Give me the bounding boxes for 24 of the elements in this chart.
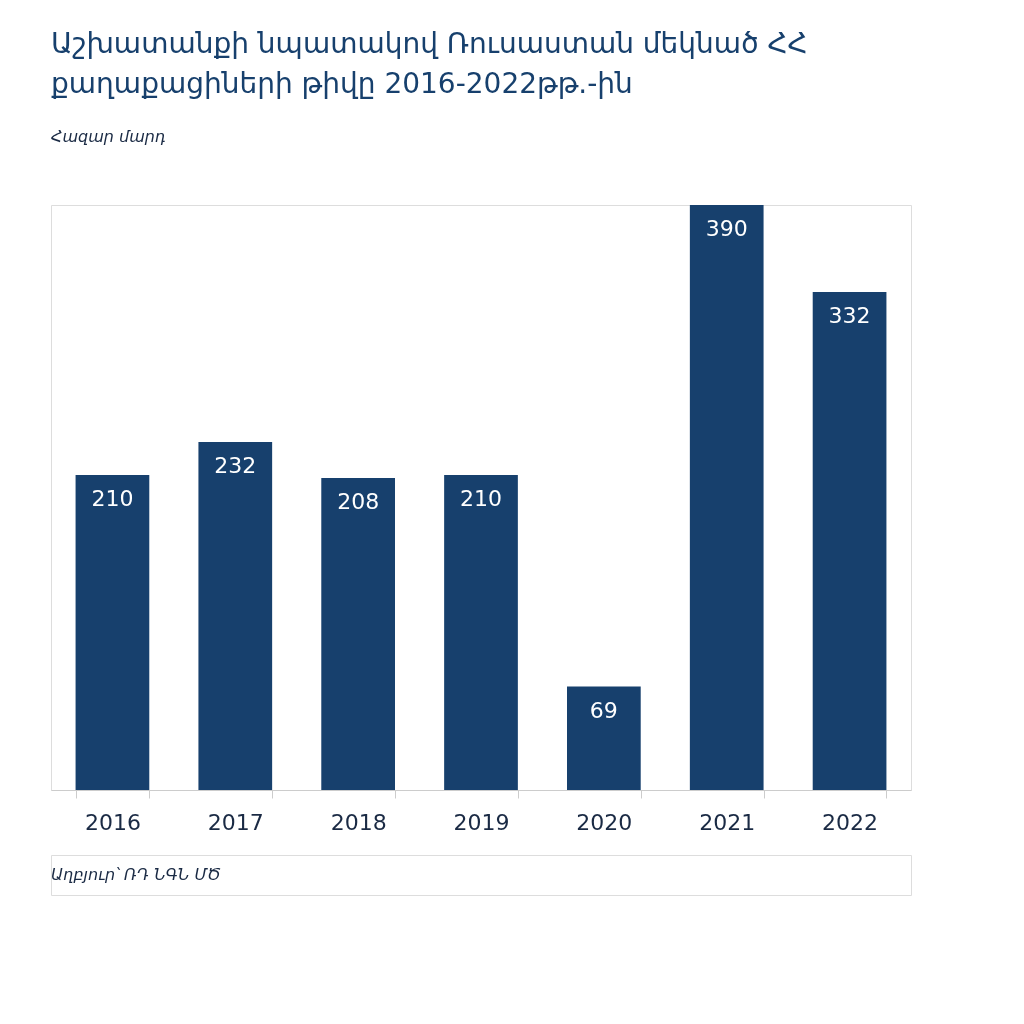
bar [198, 442, 273, 790]
x-tick-label: 2019 [453, 809, 510, 835]
bar [321, 478, 395, 790]
x-tick-label: 2017 [207, 809, 264, 835]
x-tick-label: 2016 [84, 809, 141, 835]
bar [75, 475, 150, 790]
data-label: 390 [705, 216, 748, 241]
bar [689, 205, 764, 790]
chart-subtitle: Հազար մարդ [51, 127, 166, 146]
x-tick-label: 2020 [576, 809, 633, 835]
data-label: 332 [828, 303, 871, 328]
bar [812, 292, 887, 790]
x-tick-label: 2018 [330, 809, 387, 835]
x-tick-label: 2022 [822, 809, 879, 835]
text: Աղբյուր՝ ՌԴ ՆԳՆ ՄԾ [51, 865, 222, 884]
bar [444, 475, 518, 790]
data-label: 208 [337, 489, 380, 514]
x-tick-label: 2021 [699, 809, 756, 835]
data-label: 69 [589, 697, 618, 723]
chart-title: Աշխատանքի նպատակով Ռուսաստան մեկնած ՀՀ քաղաքացիների թիվը 2016-2022թթ.-ին [51, 27, 808, 100]
data-label: 210 [91, 486, 134, 511]
data-label: 210 [460, 486, 502, 511]
data-label: 232 [214, 453, 257, 478]
bar [567, 686, 641, 790]
